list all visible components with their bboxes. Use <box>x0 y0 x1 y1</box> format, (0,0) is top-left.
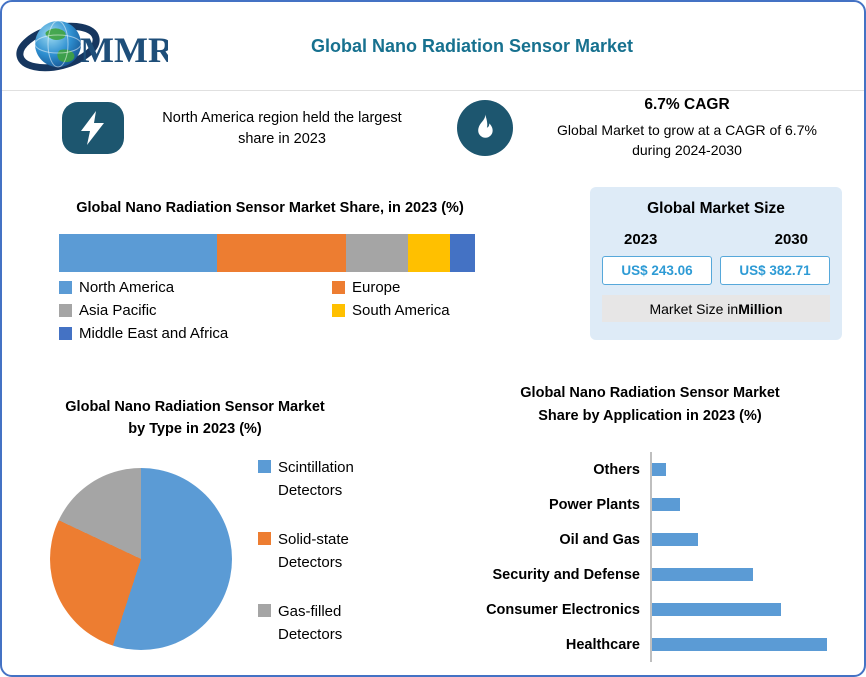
stacked-bar-segment <box>59 234 218 272</box>
legend-item: Scintillation Detectors <box>258 457 378 502</box>
flame-icon <box>478 114 493 138</box>
market-size-title: Global Market Size <box>647 200 785 217</box>
app-bar-label: Oil and Gas <box>559 531 640 548</box>
stacked-bar-segment <box>450 234 475 272</box>
app-bar-row: Others <box>464 452 836 487</box>
app-bar-label: Healthcare <box>565 636 640 653</box>
stacked-bar-segment <box>408 234 451 272</box>
legend-swatch <box>258 460 271 473</box>
legend-label: Solid-state Detectors <box>278 531 349 571</box>
app-bar-label: Security and Defense <box>492 566 640 583</box>
market-size-note-unit: Million <box>738 300 783 317</box>
legend-label: Asia Pacific <box>79 302 157 319</box>
market-size-year-2023: 2023 <box>624 231 658 248</box>
app-bar <box>652 638 827 651</box>
legend-label: Middle East and Africa <box>79 325 229 342</box>
legend-swatch <box>258 604 271 617</box>
app-bar-row: Power Plants <box>464 487 836 522</box>
pie-legend: Scintillation Detectors Solid-state Detec… <box>258 457 378 646</box>
app-bar-plot <box>650 627 836 662</box>
market-size-value-2030: US$ 382.71 <box>720 256 830 285</box>
legend-swatch <box>332 281 345 294</box>
cagr-text: Global Market to grow at a CAGR of 6.7% … <box>557 122 817 159</box>
app-bar-row: Security and Defense <box>464 557 836 592</box>
region-chart-title: Global Nano Radiation Sensor Market Shar… <box>76 200 464 216</box>
market-size-note: Market Size in Million <box>602 295 830 322</box>
legend-item: Europe <box>332 279 489 296</box>
cagr-value: 6.7% CAGR <box>644 96 730 113</box>
legend-label: South America <box>352 302 450 319</box>
legend-label: Gas-filled Detectors <box>278 603 343 643</box>
stacked-bar-segment <box>346 234 409 272</box>
app-bar-plot <box>650 557 836 592</box>
app-bar-row: Healthcare <box>464 627 836 662</box>
app-bar-plot <box>650 487 836 522</box>
legend-item: Asia Pacific <box>59 302 332 319</box>
application-chart-title: Global Nano Radiation Sensor Market Shar… <box>520 385 780 425</box>
legend-swatch <box>59 281 72 294</box>
market-size-note-prefix: Market Size in <box>649 300 739 317</box>
header: MMR Global Nano Radiation Sensor Market <box>2 2 864 91</box>
legend-label: Scintillation Detectors <box>278 459 354 499</box>
legend-item: North America <box>59 279 332 296</box>
app-bar-label: Others <box>593 461 640 478</box>
app-bar <box>652 603 781 616</box>
app-bar <box>652 533 698 546</box>
highlight-right-badge <box>457 100 513 156</box>
legend-item: Gas-filled Detectors <box>258 601 378 646</box>
app-bar-label: Power Plants <box>548 496 640 513</box>
legend-item: South America <box>332 302 489 319</box>
highlight-left-badge <box>62 102 124 154</box>
region-legend: North America Europe Asia Pacific South Ame… <box>59 279 489 342</box>
legend-swatch <box>332 304 345 317</box>
logo-globe <box>35 21 81 67</box>
app-bar <box>652 568 754 581</box>
application-bar-chart: Others Power Plants Oil and Gas Security an… <box>464 452 836 662</box>
app-bar-plot <box>650 522 836 557</box>
legend-label: North America <box>79 279 175 296</box>
market-size-panel: Global Market Size 2023 2030 US$ 243.06 … <box>590 187 842 340</box>
app-bar <box>652 463 666 476</box>
market-size-value-2023: US$ 243.06 <box>602 256 712 285</box>
app-bar-label: Consumer Electronics <box>486 601 640 618</box>
app-bar-plot <box>650 592 836 627</box>
page-title: Global Nano Radiation Sensor Market <box>310 36 634 56</box>
mmr-logo: MMR <box>16 10 175 85</box>
legend-swatch <box>59 327 72 340</box>
logo-text: MMR <box>80 30 168 70</box>
market-size-year-2030: 2030 <box>774 231 808 248</box>
legend-item: Middle East and Africa <box>59 325 332 342</box>
app-bar-plot <box>650 452 836 487</box>
type-pie-chart <box>50 468 232 650</box>
app-bar <box>652 498 680 511</box>
stacked-bar-segment <box>217 234 347 272</box>
region-stacked-bar <box>59 234 475 272</box>
legend-item: Solid-state Detectors <box>258 529 378 574</box>
lightning-icon <box>81 111 104 145</box>
type-chart-title: Global Nano Radiation Sensor Market by T… <box>65 399 325 438</box>
legend-swatch <box>258 532 271 545</box>
legend-swatch <box>59 304 72 317</box>
application-bars: Others Power Plants Oil and Gas Security an… <box>464 452 836 662</box>
app-bar-row: Consumer Electronics <box>464 592 836 627</box>
mmr-logo-graphic: MMR <box>16 20 175 72</box>
app-bar-row: Oil and Gas <box>464 522 836 557</box>
legend-label: Europe <box>352 279 401 296</box>
highlight-left-text: North America region held the largest sh… <box>162 110 402 148</box>
